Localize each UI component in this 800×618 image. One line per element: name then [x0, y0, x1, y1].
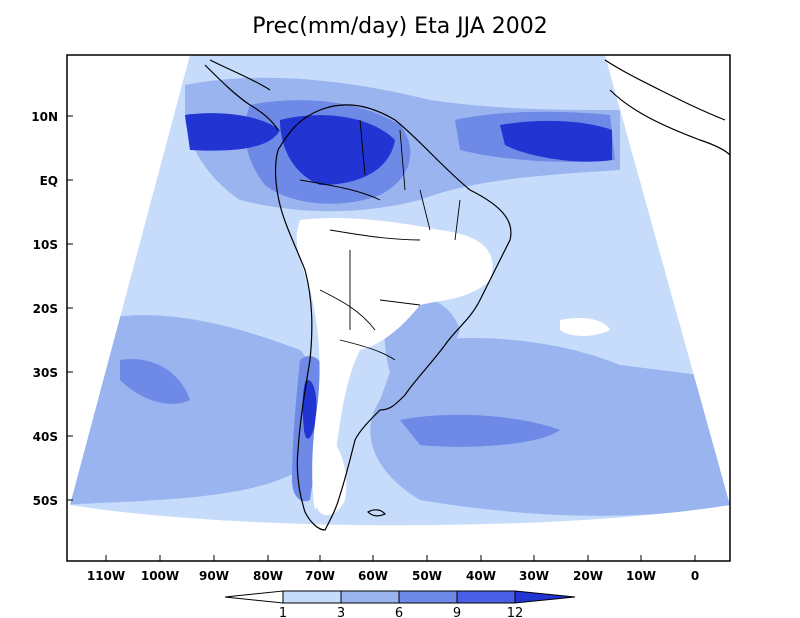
svg-text:10N: 10N — [31, 110, 58, 124]
falkland-islands — [367, 509, 386, 517]
colorbar-label-12: 12 — [507, 606, 524, 618]
precip-max-colombia — [280, 115, 395, 185]
svg-text:70W: 70W — [305, 569, 335, 583]
colorbar-segment-below-1 — [224, 590, 284, 604]
svg-text:110W: 110W — [87, 569, 125, 583]
lon-tick-40w: 40W — [466, 555, 496, 583]
precip-shading — [70, 77, 730, 516]
svg-text:20W: 20W — [573, 569, 603, 583]
svg-text:50S: 50S — [33, 494, 58, 508]
lon-tick-90w: 90W — [199, 555, 229, 583]
colorbar — [224, 590, 576, 604]
colorbar-segment-9-12 — [456, 590, 516, 604]
lon-tick-50w: 50W — [412, 555, 442, 583]
lon-tick-60w: 60W — [358, 555, 388, 583]
lon-tick-80w: 80W — [253, 555, 283, 583]
precip-band-southern-pacific — [70, 315, 316, 505]
lon-tick-20w: 20W — [573, 555, 603, 583]
svg-text:40S: 40S — [33, 430, 58, 444]
lon-tick-100w: 100W — [141, 555, 179, 583]
colorbar-label-1: 1 — [279, 606, 287, 618]
central-america-coast — [204, 64, 279, 131]
colorbar-segment-1-3 — [282, 590, 342, 604]
precip-core-southern-pacific — [120, 359, 190, 404]
lon-tick-70w: 70W — [305, 555, 335, 583]
svg-text:0: 0 — [691, 569, 699, 583]
precip-band-southern-atlantic — [370, 337, 730, 516]
precip-max-atlantic — [500, 120, 612, 162]
colorbar-segment-6-9 — [398, 590, 458, 604]
precip-max-chile — [302, 379, 317, 439]
svg-text:100W: 100W — [141, 569, 179, 583]
colorbar-label-3: 3 — [337, 606, 345, 618]
lon-tick-30w: 30W — [519, 555, 549, 583]
svg-text:80W: 80W — [253, 569, 283, 583]
colorbar-labels: 1 3 6 9 12 — [279, 606, 523, 618]
south-america-coast — [274, 104, 512, 531]
colorbar-segment-3-6 — [340, 590, 400, 604]
lat-tick-50s: 50S — [33, 494, 73, 508]
svg-text:20S: 20S — [33, 302, 58, 316]
land-dry-interior — [296, 218, 493, 510]
caribbean-coast — [209, 59, 271, 91]
svg-text:60W: 60W — [358, 569, 388, 583]
coastlines — [204, 59, 731, 531]
svg-text:EQ: EQ — [40, 174, 58, 188]
latitude-axis: 10N EQ 10S 20S 30S 40S 50S — [31, 110, 73, 508]
lat-tick-10s: 10S — [33, 238, 73, 252]
land-dry-patagonia — [316, 430, 347, 516]
lat-tick-eq: EQ — [40, 174, 73, 188]
svg-text:40W: 40W — [466, 569, 496, 583]
lon-tick-110w: 110W — [87, 555, 125, 583]
colorbar-label-6: 6 — [395, 606, 403, 618]
colorbar-label-9: 9 — [453, 606, 461, 618]
africa-coast — [604, 59, 731, 156]
outside-domain-right — [605, 55, 730, 505]
svg-text:30S: 30S — [33, 366, 58, 380]
svg-text:50W: 50W — [412, 569, 442, 583]
lat-tick-10n: 10N — [31, 110, 73, 124]
lat-tick-20s: 20S — [33, 302, 73, 316]
svg-text:90W: 90W — [199, 569, 229, 583]
svg-text:30W: 30W — [519, 569, 549, 583]
svg-text:10W: 10W — [626, 569, 656, 583]
lon-tick-10w: 10W — [626, 555, 656, 583]
svg-text:10S: 10S — [33, 238, 58, 252]
lon-tick-0: 0 — [691, 555, 699, 583]
map-title: Prec(mm/day) Eta JJA 2002 — [252, 14, 548, 39]
longitude-axis: 110W 100W 90W 80W 70W 60W 50W 40W — [87, 555, 699, 583]
precip-max-eastern-pacific — [185, 113, 280, 151]
lat-tick-40s: 40S — [33, 430, 73, 444]
precip-core-southern-atlantic — [400, 414, 560, 447]
ocean-dry-patch — [560, 318, 610, 336]
country-borders — [299, 119, 461, 361]
colorbar-segment-above-12 — [514, 590, 576, 604]
lat-tick-30s: 30S — [33, 366, 73, 380]
